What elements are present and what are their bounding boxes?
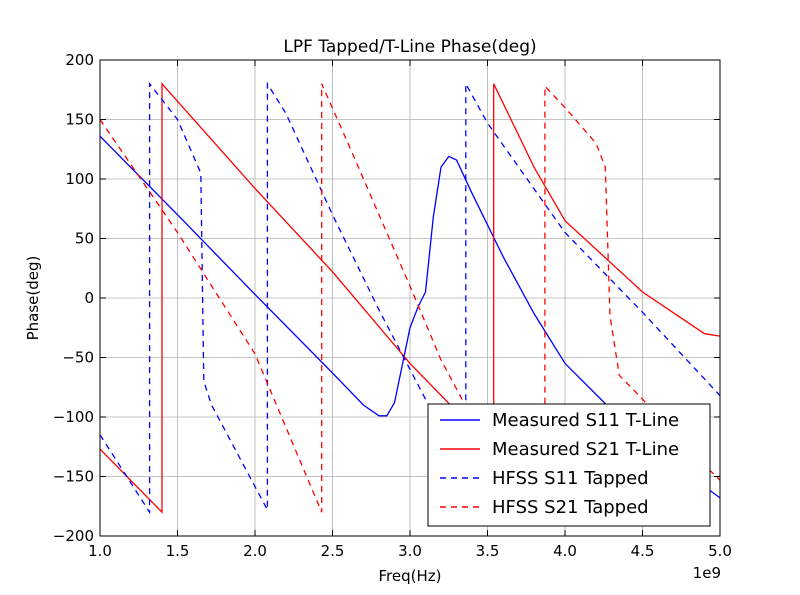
y-tick-label: 200 xyxy=(65,51,94,69)
x-tick-label: 5.0 xyxy=(708,542,732,560)
y-tick-label: −50 xyxy=(62,349,94,367)
y-tick-label: 50 xyxy=(75,230,94,248)
x-tick-label: 2.0 xyxy=(243,542,267,560)
x-tick-label: 2.5 xyxy=(321,542,345,560)
y-tick-label: 100 xyxy=(65,170,94,188)
x-offset-text: 1e9 xyxy=(693,564,721,582)
x-tick-label: 4.5 xyxy=(631,542,655,560)
y-tick-label: 0 xyxy=(84,289,94,307)
x-tick-label: 1.5 xyxy=(166,542,190,560)
legend-box xyxy=(427,403,711,527)
y-tick-label: 150 xyxy=(65,111,94,129)
legend-label: HFSS S11 Tapped xyxy=(492,468,649,489)
legend: Measured S11 T-Line Measured S21 T-Line HF… xyxy=(427,403,711,527)
x-axis-label: Freq(Hz) xyxy=(379,567,442,585)
legend-label: Measured S11 T-Line xyxy=(492,410,679,431)
x-tick-label: 3.5 xyxy=(476,542,500,560)
series-line-2 xyxy=(99,81,721,515)
legend-label: Measured S21 T-Line xyxy=(492,439,679,460)
chart-title: LPF Tapped/T-Line Phase(deg) xyxy=(283,37,536,57)
x-tick-label: 1.0 xyxy=(88,542,112,560)
x-tick-label: 4.0 xyxy=(553,542,577,560)
x-tick-label: 3.0 xyxy=(398,542,422,560)
y-tick-label: −200 xyxy=(53,527,94,545)
y-axis-label: Phase(deg) xyxy=(24,256,42,341)
legend-label: HFSS S21 Tapped xyxy=(492,497,649,518)
series-line-3 xyxy=(99,83,721,513)
plot-frame xyxy=(99,59,721,537)
y-tick-label: −100 xyxy=(53,408,94,426)
x-ticks: 1.0 1.5 2.0 2.5 3.0 3.5 4.0 4.5 5.0 xyxy=(88,60,732,560)
y-ticks: −200 −150 −100 −50 0 50 100 150 200 xyxy=(53,51,720,545)
y-tick-label: −150 xyxy=(53,468,94,486)
series-line-0 xyxy=(99,135,721,499)
